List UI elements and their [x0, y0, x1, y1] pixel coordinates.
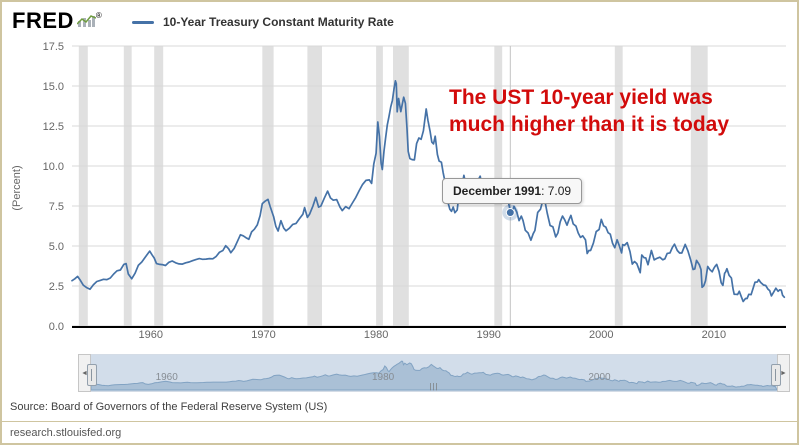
- main-chart[interactable]: 0.0 2.5 5.0 7.5 10.0 12.5 15.0 17.5 1960 1970 1980…: [8, 38, 795, 340]
- svg-text:17.5: 17.5: [43, 41, 64, 53]
- svg-text:2010: 2010: [702, 329, 726, 340]
- range-handle-left[interactable]: [87, 364, 97, 386]
- mini-selection-overlay: [91, 355, 777, 391]
- svg-text:1960: 1960: [139, 329, 163, 340]
- chart-legend: 10-Year Treasury Constant Maturity Rate: [132, 15, 394, 29]
- highlight-marker: [505, 208, 515, 218]
- recession-band: [690, 46, 708, 326]
- range-grip[interactable]: |||: [429, 382, 439, 391]
- svg-text:7.5: 7.5: [49, 201, 64, 213]
- svg-text:12.5: 12.5: [43, 121, 64, 133]
- mini-chart[interactable]: 1960 1980 2000: [91, 355, 777, 391]
- svg-text:1990: 1990: [476, 329, 500, 340]
- range-handle-right[interactable]: [771, 364, 781, 386]
- mini-chart-wrap: 1960 1980 2000 |||: [87, 354, 781, 392]
- recession-band: [123, 46, 132, 326]
- svg-text:1980: 1980: [372, 372, 395, 383]
- recession-band: [154, 46, 164, 326]
- source-text: Source: Board of Governors of the Federa…: [10, 401, 328, 413]
- svg-text:15.0: 15.0: [43, 81, 64, 93]
- annotation-text: The UST 10-year yield was much higher th…: [449, 84, 729, 138]
- svg-text:5.0: 5.0: [49, 241, 64, 253]
- recession-band: [614, 46, 623, 326]
- main-chart-area: 0.0 2.5 5.0 7.5 10.0 12.5 15.0 17.5 1960 1970 1980…: [8, 38, 795, 340]
- recession-band: [393, 46, 409, 326]
- svg-text:2000: 2000: [589, 329, 613, 340]
- recession-band: [307, 46, 322, 326]
- recession-band: [78, 46, 88, 326]
- svg-text:2000: 2000: [588, 372, 611, 383]
- mini-area-series: [91, 360, 777, 391]
- svg-text:1970: 1970: [251, 329, 275, 340]
- header: FRED ®: [12, 8, 102, 34]
- y-axis-label: (Percent): [11, 165, 23, 210]
- tooltip-date: December 1991: [453, 184, 542, 198]
- fred-logo-text: FRED: [12, 8, 74, 33]
- footer-bar: research.stlouisfed.org: [2, 421, 797, 443]
- legend-series-label: 10-Year Treasury Constant Maturity Rate: [163, 15, 394, 29]
- chart-tooltip: December 1991: 7.09: [442, 178, 583, 204]
- recession-band: [376, 46, 383, 326]
- fred-logo[interactable]: FRED ®: [12, 10, 102, 32]
- footer-site-link[interactable]: research.stlouisfed.org: [10, 426, 122, 439]
- svg-text:0.0: 0.0: [49, 321, 64, 333]
- registered-trademark: ®: [95, 11, 102, 20]
- recession-band: [262, 46, 274, 326]
- annotation-line-2: much higher than it is today: [449, 113, 730, 136]
- svg-text:10.0: 10.0: [43, 161, 64, 173]
- svg-text:1960: 1960: [156, 372, 179, 383]
- svg-text:2.5: 2.5: [49, 281, 64, 293]
- legend-line-sample: [132, 20, 154, 24]
- range-selector: ◄ 196019802000 ||| ►: [78, 354, 790, 392]
- fred-logo-sparkline-icon: [76, 15, 96, 27]
- tooltip-value: 7.09: [547, 184, 572, 198]
- series-line: [71, 80, 786, 303]
- svg-text:1980: 1980: [364, 329, 388, 340]
- annotation-line-1: The UST 10-year yield was: [449, 86, 713, 109]
- tooltip-separator: :: [541, 184, 548, 198]
